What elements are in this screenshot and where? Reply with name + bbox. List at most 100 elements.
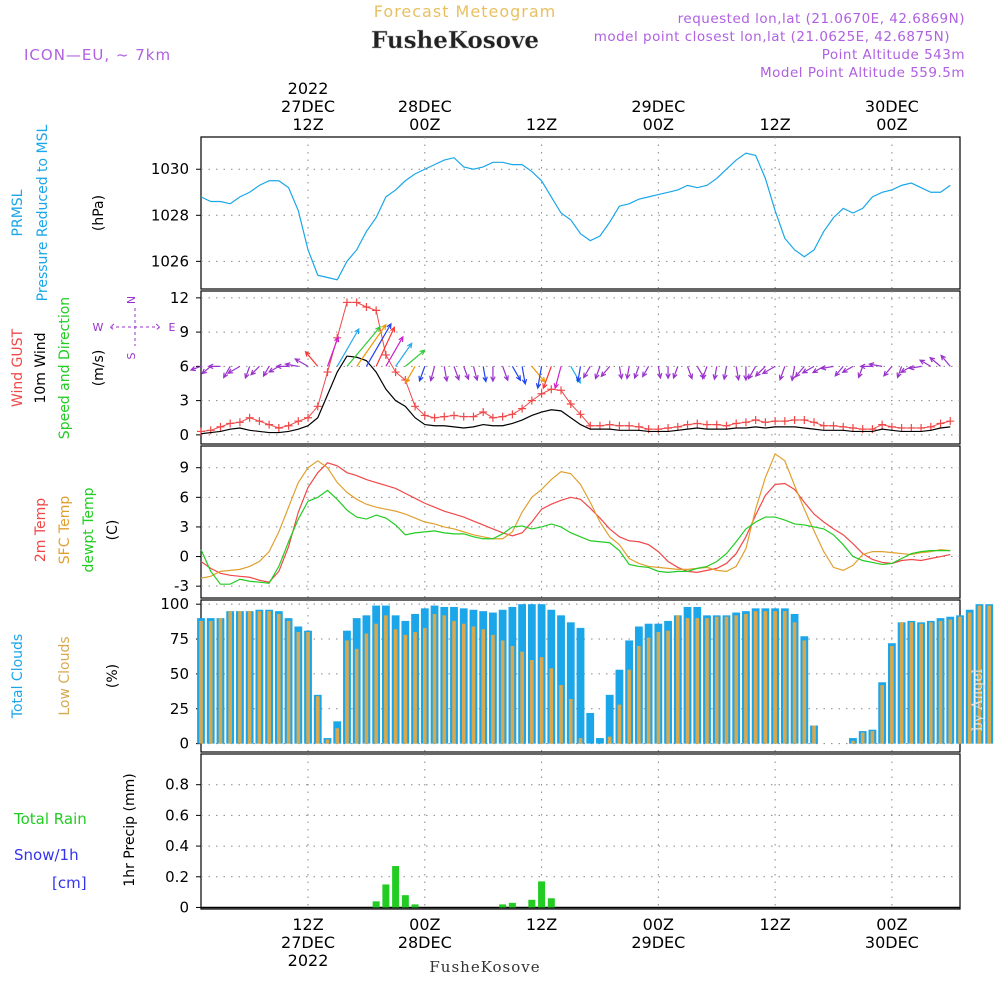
- bottom-time-label: 2022: [288, 951, 329, 970]
- axis-title-dewpt: dewpt Temp: [81, 487, 97, 572]
- wind-direction-arrow: [867, 362, 883, 368]
- low-cloud-bar: [607, 736, 612, 744]
- low-cloud-bar: [938, 620, 943, 744]
- low-cloud-bar: [695, 618, 700, 744]
- low-cloud-bar: [218, 618, 223, 744]
- low-cloud-bar: [792, 622, 797, 744]
- y-tick-label: 25: [170, 700, 189, 718]
- wind-direction-arrow: [929, 356, 941, 367]
- wind-direction-arrow: [472, 366, 479, 382]
- gust-marker: [897, 424, 906, 433]
- gust-marker: [294, 417, 303, 426]
- gust-marker: [741, 418, 750, 427]
- y-tick-label: 6: [179, 488, 189, 506]
- wind-direction-arrow: [375, 326, 395, 367]
- wind-direction-arrow: [294, 358, 309, 367]
- wind-direction-arrow: [262, 366, 270, 378]
- low-cloud-bar: [899, 622, 904, 744]
- model-name: ICON—EU, ~ 7km: [24, 46, 171, 64]
- closest-point: model point closest lon,lat (21.0625E, 4…: [594, 29, 950, 45]
- gust-marker: [265, 420, 274, 429]
- temp-series-2: [200, 489, 951, 585]
- low-cloud-bar: [977, 605, 982, 744]
- wind-direction-arrow: [908, 364, 922, 371]
- total-cloud-bar: [576, 627, 585, 744]
- y-tick-label: 0: [179, 426, 189, 444]
- gust-marker: [625, 421, 634, 430]
- low-cloud-bar: [247, 611, 252, 744]
- low-cloud-bar: [354, 648, 359, 744]
- low-cloud-bar: [744, 613, 748, 744]
- compass-rose: [109, 308, 161, 346]
- low-cloud-bar: [267, 611, 271, 744]
- wind-direction-arrow: [834, 365, 844, 377]
- low-cloud-bar: [286, 620, 291, 744]
- wind-direction-arrow: [304, 350, 319, 367]
- gust-marker: [936, 419, 945, 428]
- axis-title-precip: 1hr Precip (mm): [122, 773, 138, 886]
- low-cloud-bar: [208, 620, 213, 744]
- low-cloud-bar: [666, 630, 670, 744]
- gust-marker: [479, 408, 488, 417]
- gust-marker: [274, 424, 283, 433]
- low-cloud-bar: [870, 731, 875, 744]
- top-time-label: 12Z: [292, 115, 323, 134]
- wind-direction-arrow: [747, 366, 757, 380]
- gust-marker: [488, 413, 497, 422]
- wind-direction-arrow: [250, 365, 260, 376]
- gust-marker: [372, 306, 381, 315]
- y-tick-label: 50: [170, 665, 189, 683]
- low-cloud-bar: [325, 739, 330, 744]
- top-time-label: 12Z: [526, 115, 557, 134]
- y-tick-label: 9: [179, 459, 189, 477]
- low-cloud-bar: [578, 738, 583, 744]
- gust-marker: [498, 412, 507, 421]
- low-cloud-bar: [929, 622, 933, 744]
- wind-direction-arrow: [284, 362, 299, 368]
- footer-location: FusheKosove: [429, 958, 540, 976]
- requested-point: requested lon,lat (21.0670E, 42.6869N): [678, 11, 965, 27]
- gust-line: [200, 301, 951, 432]
- y-tick-label: 6: [179, 357, 189, 375]
- low-cloud-bar: [627, 669, 631, 744]
- y-tick-label: 1028: [151, 206, 189, 224]
- wind-direction-arrow: [575, 366, 582, 383]
- wind-direction-arrow: [583, 366, 591, 379]
- y-tick-label: 9: [179, 323, 189, 341]
- gust-marker: [313, 402, 322, 411]
- low-cloud-bar: [432, 613, 437, 744]
- gust-marker: [197, 427, 205, 436]
- top-time-label: 00Z: [876, 115, 907, 134]
- compass-n: N: [125, 296, 138, 304]
- gust-marker: [810, 418, 819, 427]
- axis-title-gust: Wind GUST: [10, 328, 26, 407]
- gust-marker: [878, 420, 887, 429]
- panel-frame: [200, 290, 961, 445]
- y-tick-label: 0.6: [165, 806, 189, 824]
- point-altitude: Point Altitude 543m: [822, 47, 965, 63]
- wind-direction-arrow: [336, 327, 360, 367]
- bottom-time-label: 12Z: [759, 915, 790, 934]
- low-cloud-bar: [783, 611, 787, 744]
- temp-series-1: [200, 452, 951, 579]
- wind-direction-arrow: [453, 366, 460, 381]
- total-cloud-bar: [586, 712, 595, 744]
- axis-title-sfc-temp: SFC Temp: [57, 496, 73, 565]
- wind-direction-arrow: [801, 365, 815, 374]
- wind-direction-arrow: [857, 366, 864, 379]
- wind-direction-arrow: [404, 366, 416, 385]
- wind-direction-arrow: [385, 335, 404, 367]
- legend-snow: Snow/1h: [14, 846, 79, 864]
- low-cloud-bar: [559, 685, 563, 744]
- panel-1: 0 3 6 9 12 N S W E Wind GUST 10m Wind Speed and Dir…: [10, 289, 961, 445]
- wind-direction-arrow: [712, 366, 718, 381]
- bottom-time-label: 29DEC: [631, 933, 685, 952]
- panel-3: 0 25 50 75 100 Total Clouds Low Clouds (%): [10, 595, 994, 753]
- gust-marker: [664, 424, 673, 433]
- low-cloud-bar: [948, 619, 953, 744]
- wind-direction-arrow: [743, 366, 749, 382]
- low-cloud-bar: [851, 740, 855, 744]
